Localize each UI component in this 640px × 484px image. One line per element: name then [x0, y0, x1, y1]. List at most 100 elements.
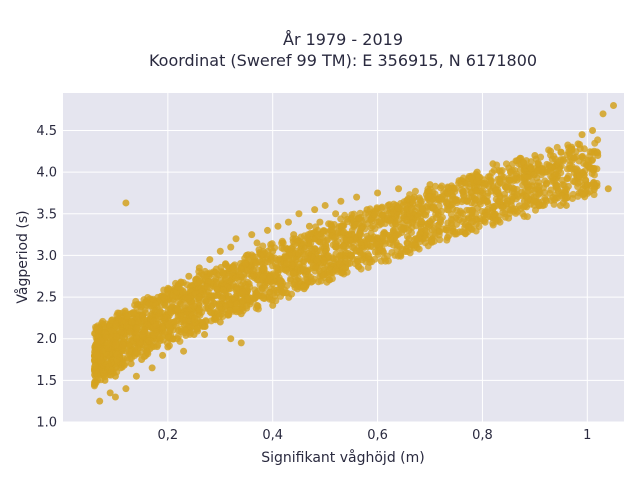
data-point: [469, 218, 477, 226]
data-point: [430, 204, 438, 212]
data-point: [320, 271, 328, 279]
data-point: [147, 312, 155, 320]
data-point: [259, 242, 267, 250]
data-point: [473, 177, 481, 185]
data-point: [464, 224, 472, 232]
data-point: [534, 159, 542, 167]
data-point: [339, 242, 347, 250]
data-point: [449, 205, 457, 213]
data-point: [277, 277, 285, 285]
data-point: [248, 231, 256, 239]
data-point: [561, 186, 569, 194]
data-point: [112, 320, 120, 328]
data-point: [172, 317, 180, 325]
data-point: [482, 215, 490, 223]
data-point: [311, 264, 319, 272]
data-point: [93, 339, 101, 347]
data-point: [423, 228, 431, 236]
data-point: [164, 284, 172, 292]
data-point: [163, 313, 171, 321]
data-point: [239, 288, 247, 296]
data-point: [312, 223, 320, 231]
data-point: [507, 169, 515, 177]
data-point: [280, 286, 288, 294]
data-point: [206, 308, 214, 316]
data-point: [320, 226, 328, 234]
data-point: [454, 211, 462, 219]
data-point: [216, 247, 224, 255]
data-point: [411, 236, 419, 244]
data-point: [362, 258, 370, 266]
data-point: [129, 308, 137, 316]
data-point: [496, 178, 504, 186]
data-point: [121, 307, 129, 315]
data-point: [352, 246, 360, 254]
data-point: [169, 335, 177, 343]
data-point: [472, 187, 480, 195]
data-point: [535, 190, 543, 198]
data-points: [90, 101, 618, 405]
data-point: [520, 203, 528, 211]
y-tick-label: 2.0: [36, 332, 57, 347]
data-point: [112, 332, 120, 340]
data-point: [357, 238, 365, 246]
data-point: [352, 221, 360, 229]
data-point: [580, 145, 588, 153]
data-point: [584, 162, 592, 170]
data-point: [576, 172, 584, 180]
data-point: [553, 182, 561, 190]
x-tick-label: 0,6: [367, 428, 388, 443]
data-point: [513, 176, 521, 184]
data-point: [340, 228, 348, 236]
data-point: [332, 266, 340, 274]
data-point: [346, 236, 354, 244]
y-tick-label: 1.0: [36, 416, 57, 431]
data-point: [133, 324, 141, 332]
data-point: [311, 206, 319, 214]
data-point: [535, 201, 543, 209]
data-point: [216, 303, 224, 311]
data-point: [293, 238, 301, 246]
data-point: [111, 393, 119, 401]
data-point: [113, 351, 121, 359]
axis-ticks: 0,2 0,4 0,6 0,8 1 1.0 1.5 2.0 2.5 3.0 3.5 4.0 4.5: [36, 124, 591, 443]
data-point: [558, 192, 566, 200]
data-point: [610, 101, 618, 109]
data-point: [590, 191, 598, 199]
data-point: [96, 397, 104, 405]
data-point: [288, 250, 296, 258]
data-point: [438, 195, 446, 203]
data-point: [560, 157, 568, 165]
data-point: [207, 317, 215, 325]
data-point: [386, 217, 394, 225]
data-point: [411, 187, 419, 195]
x-tick-label: 0,2: [158, 428, 179, 443]
data-point: [392, 238, 400, 246]
x-tick-label: 1: [583, 428, 591, 443]
data-point: [122, 318, 130, 326]
data-point: [502, 183, 510, 191]
data-point: [361, 216, 369, 224]
data-point: [122, 385, 130, 393]
data-point: [451, 185, 459, 193]
data-point: [252, 259, 260, 267]
data-point: [383, 252, 391, 260]
data-point: [365, 252, 373, 260]
x-tick-label: 0,4: [262, 428, 283, 443]
data-point: [452, 230, 460, 238]
data-point: [574, 192, 582, 200]
data-point: [338, 269, 346, 277]
data-point: [208, 302, 216, 310]
data-point: [133, 348, 141, 356]
data-point: [125, 347, 133, 355]
data-point: [442, 199, 450, 207]
data-point: [274, 222, 282, 230]
data-point: [180, 347, 188, 355]
data-point: [546, 189, 554, 197]
data-point: [498, 204, 506, 212]
data-point: [91, 363, 99, 371]
data-point: [156, 334, 164, 342]
data-point: [594, 149, 602, 157]
data-point: [175, 298, 183, 306]
